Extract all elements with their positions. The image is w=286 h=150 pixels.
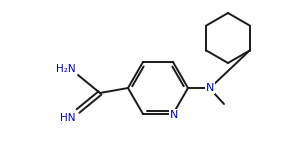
Text: H₂N: H₂N bbox=[56, 64, 76, 74]
Text: HN: HN bbox=[61, 113, 76, 123]
Text: N: N bbox=[170, 110, 178, 120]
Text: N: N bbox=[206, 83, 214, 93]
